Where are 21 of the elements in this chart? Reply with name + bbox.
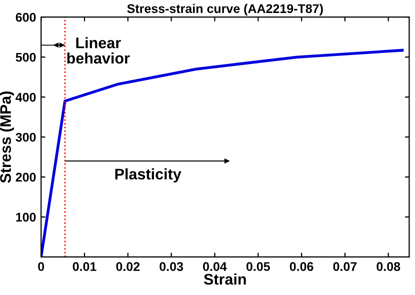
annotation: Plasticity <box>115 168 182 183</box>
x-tick-label: 0.07 <box>333 262 357 271</box>
y-tick-label: 600 <box>16 12 36 22</box>
y-tick-label: 400 <box>16 92 36 102</box>
y-tick-label: 100 <box>16 212 36 222</box>
annotation: Linear behavior <box>67 37 130 64</box>
x-tick-label: 0.08 <box>376 262 400 271</box>
y-axis-title: Stress (MPa) <box>0 92 14 183</box>
x-tick-label: 0.05 <box>246 262 270 271</box>
x-tick-label: 0.06 <box>290 262 314 271</box>
x-tick-label: 0.04 <box>203 262 227 271</box>
x-axis-title: Strain <box>204 273 246 285</box>
line-series <box>41 48 404 257</box>
y-tick-label: 200 <box>16 172 36 182</box>
x-tick-label: 0.02 <box>116 262 140 271</box>
x-tick-label: 0.01 <box>72 262 96 271</box>
x-tick-label: 0 <box>38 262 44 271</box>
y-tick-label: 300 <box>16 132 36 142</box>
chart-title: Stress-strain curve (AA2219-T87) <box>127 4 323 16</box>
x-tick-label: 0.03 <box>160 262 184 272</box>
y-tick-label: 500 <box>16 52 36 62</box>
